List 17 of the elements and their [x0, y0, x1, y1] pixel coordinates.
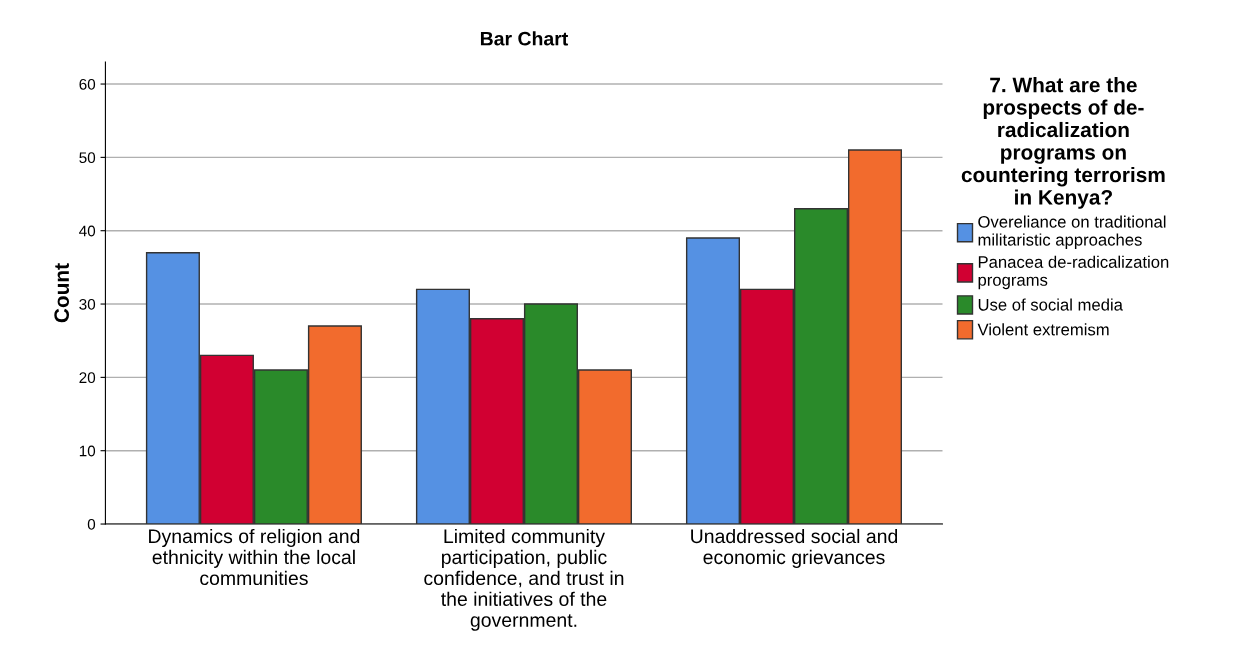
- y-tick-label: 30: [79, 298, 96, 310]
- x-tick-label: Limited community participation, public confidence, and trust in the initiatives of the government.: [424, 528, 624, 631]
- x-tick-label: Dynamics of religion and ethnicity within the local communities: [149, 528, 360, 586]
- chart-title: Bar Chart: [480, 31, 569, 46]
- legend-label: Panacea de-radicalization programs: [978, 255, 1169, 290]
- x-tick-label: Unaddressed social and economic grievances: [691, 528, 898, 568]
- legend-title: 7. What are the prospects of de- radicalization programs on countering terrorism in Kenya?: [961, 77, 1165, 209]
- y-tick-label: 60: [79, 78, 96, 90]
- y-axis-title: Count: [54, 263, 70, 323]
- legend-label: Use of social media: [978, 298, 1123, 311]
- y-tick-label: 20: [79, 372, 96, 384]
- y-tick-label: 0: [87, 518, 96, 530]
- legend-label: Overeliance on traditional militaristic approaches: [978, 215, 1166, 249]
- y-tick-label: 10: [79, 445, 96, 457]
- legend-label: Violent extremism: [977, 323, 1109, 336]
- y-tick-label: 50: [79, 152, 96, 164]
- y-tick-label: 40: [79, 225, 96, 237]
